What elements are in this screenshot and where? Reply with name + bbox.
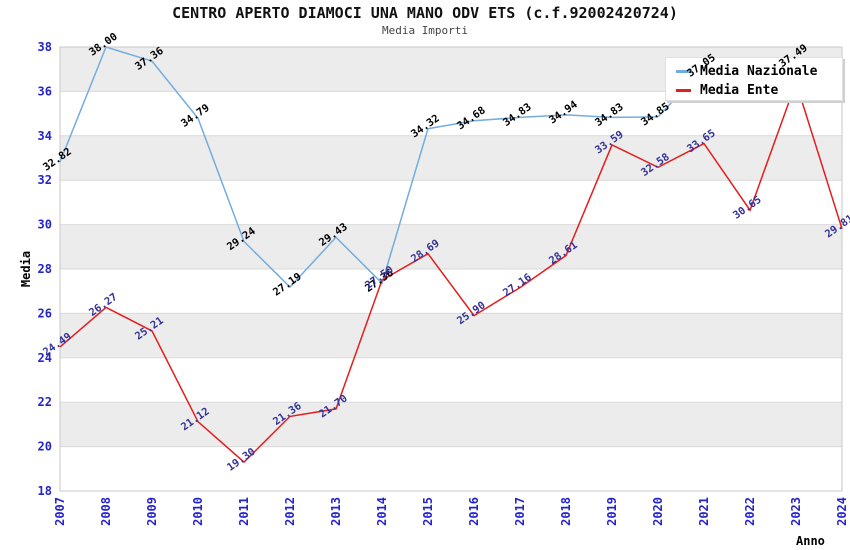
y-axis-tick-label: 32	[38, 173, 52, 187]
x-axis-tick-label: 2018	[559, 497, 573, 526]
x-axis-title: Anno	[796, 534, 825, 548]
nazionale-line-swatch-icon	[676, 70, 691, 73]
y-axis-tick-label: 22	[38, 395, 52, 409]
x-axis-tick-label: 2007	[53, 497, 67, 526]
x-axis-tick-label: 2019	[605, 497, 619, 526]
y-axis-tick-label: 26	[38, 306, 52, 320]
x-axis-tick-label: 2011	[237, 497, 251, 526]
x-axis-tick-label: 2008	[99, 497, 113, 526]
legend-item-media-ente: Media Ente	[676, 81, 842, 100]
plot-band	[60, 402, 842, 447]
y-axis-tick-label: 36	[38, 84, 52, 98]
x-axis-tick-label: 2014	[375, 497, 389, 526]
series-line-media-ente	[59, 80, 843, 464]
x-axis-tick-label: 2017	[513, 497, 527, 526]
legend-label: Media Nazionale	[700, 64, 818, 79]
y-axis-tick-label: 24	[38, 351, 52, 365]
plot-border	[59, 46, 843, 492]
legend-label: Media Ente	[700, 83, 779, 98]
x-axis-tick-label: 2012	[283, 497, 297, 526]
legend-item-media-nazionale: Media Nazionale	[676, 62, 842, 81]
x-axis-tick-label: 2023	[789, 497, 803, 526]
y-axis-tick-label: 34	[38, 129, 52, 143]
y-axis-tick-label: 18	[38, 484, 52, 498]
plot-band	[60, 135, 842, 181]
y-axis-title: Media	[19, 251, 33, 287]
plot-band	[60, 313, 842, 358]
x-axis-tick-label: 2024	[835, 497, 849, 526]
x-axis-tick-label: 2013	[329, 497, 343, 526]
x-axis-tick-label: 2022	[743, 497, 757, 526]
y-axis-tick-label: 30	[38, 218, 52, 232]
legend: Media Nazionale Media Ente	[665, 57, 843, 101]
chart-title: CENTRO APERTO DIAMOCI UNA MANO ODV ETS (…	[172, 4, 678, 22]
x-axis-tick-label: 2021	[697, 497, 711, 526]
x-axis-tick-label: 2020	[651, 497, 665, 526]
x-axis-tick-label: 2010	[191, 497, 205, 526]
ente-line-swatch-icon	[676, 89, 691, 92]
y-axis-tick-label: 38	[38, 40, 52, 54]
chart-subtitle: Media Importi	[381, 24, 469, 37]
x-axis-tick-label: 2016	[467, 497, 481, 526]
y-axis-tick-label: 28	[38, 262, 52, 276]
y-axis-tick-label: 20	[38, 440, 52, 454]
x-axis-tick-label: 2015	[421, 497, 435, 526]
x-axis-tick-label: 2009	[145, 497, 159, 526]
plot-band	[60, 224, 842, 269]
